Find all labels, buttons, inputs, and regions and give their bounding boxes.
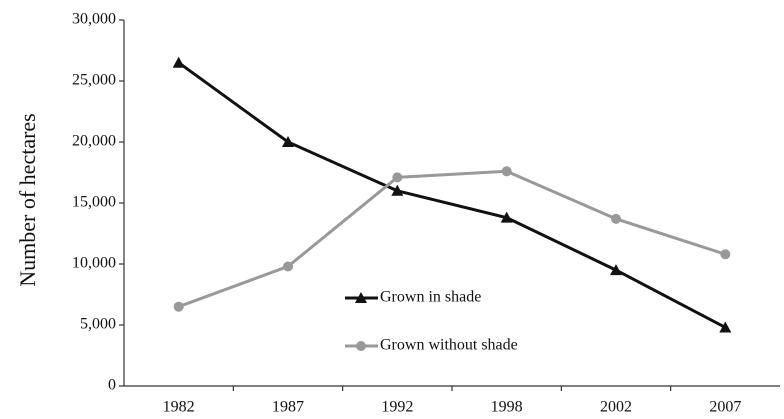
legend-marker	[355, 292, 367, 303]
legend-label: Grown in shade	[380, 289, 481, 306]
x-tick-label: 2007	[709, 399, 741, 416]
y-tick-label: 25,000	[72, 72, 116, 89]
point	[500, 211, 513, 223]
point	[611, 213, 621, 224]
legend-marker	[356, 341, 366, 351]
point	[391, 184, 404, 196]
legend-label: Grown without shade	[380, 337, 518, 354]
x-tick-label: 1987	[272, 399, 304, 416]
x-tick-label: 1998	[491, 399, 523, 416]
point	[283, 261, 293, 272]
x-tick-label: 2002	[600, 399, 632, 416]
point	[610, 264, 622, 276]
point	[392, 172, 403, 183]
y-tick-label: 20,000	[72, 133, 116, 150]
x-tick-label: 1982	[163, 399, 195, 416]
x-tick-label: 1992	[381, 399, 413, 416]
y-tick-label: 5,000	[80, 316, 116, 333]
y-tick-label: 10,000	[72, 255, 116, 272]
series-line	[177, 61, 727, 329]
y-tick-label: 30,000	[72, 11, 116, 28]
point	[173, 301, 184, 312]
y-axis-title: Number of hectares	[15, 113, 40, 286]
point	[172, 56, 185, 68]
point	[719, 321, 732, 333]
point	[282, 136, 294, 147]
point	[501, 166, 512, 177]
y-tick-label: 0	[108, 377, 116, 394]
series-line	[178, 169, 726, 309]
y-tick-label: 15,000	[72, 194, 116, 211]
point	[720, 249, 731, 260]
